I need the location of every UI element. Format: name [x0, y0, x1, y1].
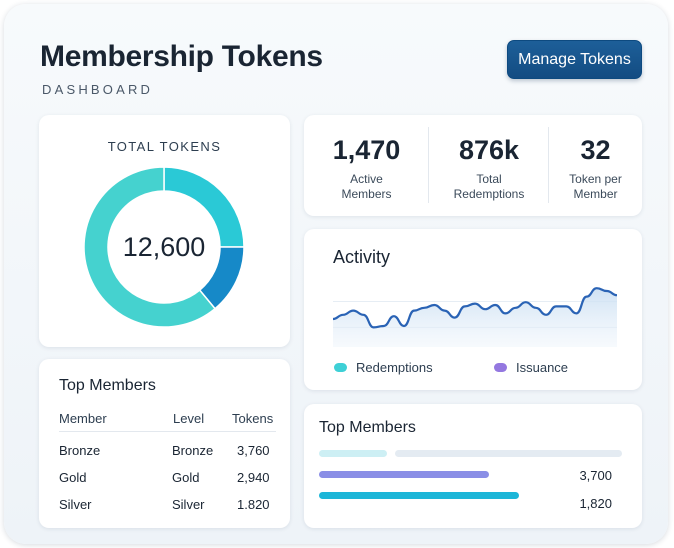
manage-tokens-button[interactable]: Manage Tokens	[507, 40, 642, 79]
cell-level: Silver	[172, 497, 205, 512]
top-members-bars-title: Top Members	[319, 419, 416, 436]
total-tokens-card: TOTAL TOKENS 12,600	[39, 115, 290, 347]
member-token-bar	[319, 492, 519, 499]
total-tokens-donut	[84, 167, 244, 327]
placeholder-bar	[319, 450, 387, 457]
stat-divider	[428, 127, 429, 203]
stat-caption: Token per Member	[549, 172, 642, 202]
placeholder-bar	[395, 450, 622, 457]
stat-active-members: 1,470 Active Members	[304, 115, 429, 216]
activity-line-chart	[333, 287, 617, 347]
stat-caption-line: Redemptions	[453, 187, 525, 201]
donut-segment	[163, 167, 244, 248]
legend-dot-icon	[494, 363, 507, 372]
cell-member: Silver	[59, 497, 92, 512]
activity-series-line	[333, 287, 617, 329]
activity-card: Activity Redemptions Issuance	[304, 229, 642, 390]
table-row[interactable]: Silver Silver 1.820	[39, 497, 290, 517]
cell-member: Gold	[59, 470, 87, 485]
stat-token-per-member: 32 Token per Member	[549, 115, 642, 216]
legend-dot-icon	[334, 363, 347, 372]
top-members-table-title: Top Members	[59, 377, 156, 394]
activity-area	[333, 288, 617, 347]
donut-segment	[84, 167, 217, 327]
cell-member: Bronze	[59, 443, 101, 458]
legend-redemptions: Redemptions	[334, 360, 433, 375]
member-token-bar	[319, 471, 489, 478]
top-members-bars-card: Top Members 3,700 1,820	[304, 404, 642, 528]
legend-label: Redemptions	[356, 360, 433, 375]
page-subtitle: DASHBOARD	[42, 82, 154, 97]
page-title: Membership Tokens	[40, 40, 323, 73]
stat-caption: Active Members	[304, 172, 429, 202]
table-header-divider	[59, 431, 276, 432]
activity-title: Activity	[333, 247, 391, 267]
legend-label: Issuance	[516, 360, 569, 375]
legend-issuance: Issuance	[494, 360, 568, 375]
column-header-level: Level	[173, 411, 205, 426]
column-header-tokens: Tokens	[232, 411, 274, 426]
cell-level: Bronze	[172, 443, 214, 458]
cell-tokens: 3,760	[237, 443, 270, 458]
member-token-value: 1,820	[579, 496, 612, 511]
stat-caption-line: Members	[341, 187, 392, 201]
stat-caption: Total Redemptions	[429, 172, 549, 202]
table-row[interactable]: Gold Gold 2,940	[39, 470, 290, 490]
stats-card: 1,470 Active Members 876k Total Redempti…	[304, 115, 642, 216]
stat-caption-line: Active	[350, 172, 383, 186]
table-row[interactable]: Bronze Bronze 3,760	[39, 443, 290, 463]
cell-tokens: 1.820	[237, 497, 270, 512]
cell-tokens: 2,940	[237, 470, 270, 485]
stat-value: 1,470	[332, 135, 401, 165]
total-tokens-value: 12,600	[122, 231, 206, 262]
stat-divider	[548, 127, 549, 203]
stat-value: 32	[580, 135, 611, 165]
stat-caption-line: Member	[573, 187, 618, 201]
stat-total-redemptions: 876k Total Redemptions	[429, 115, 549, 216]
dashboard-frame: Membership Tokens DASHBOARD Manage Token…	[4, 4, 668, 544]
column-header-member: Member	[59, 411, 107, 426]
top-members-table-card: Top Members Member Level Tokens Bronze B…	[39, 359, 290, 528]
cell-level: Gold	[172, 470, 200, 485]
total-tokens-label: TOTAL TOKENS	[107, 139, 222, 154]
stat-caption-line: Token per	[569, 172, 622, 186]
member-token-value: 3,700	[579, 468, 612, 483]
stat-caption-line: Total	[476, 172, 502, 186]
stat-value: 876k	[458, 135, 520, 165]
